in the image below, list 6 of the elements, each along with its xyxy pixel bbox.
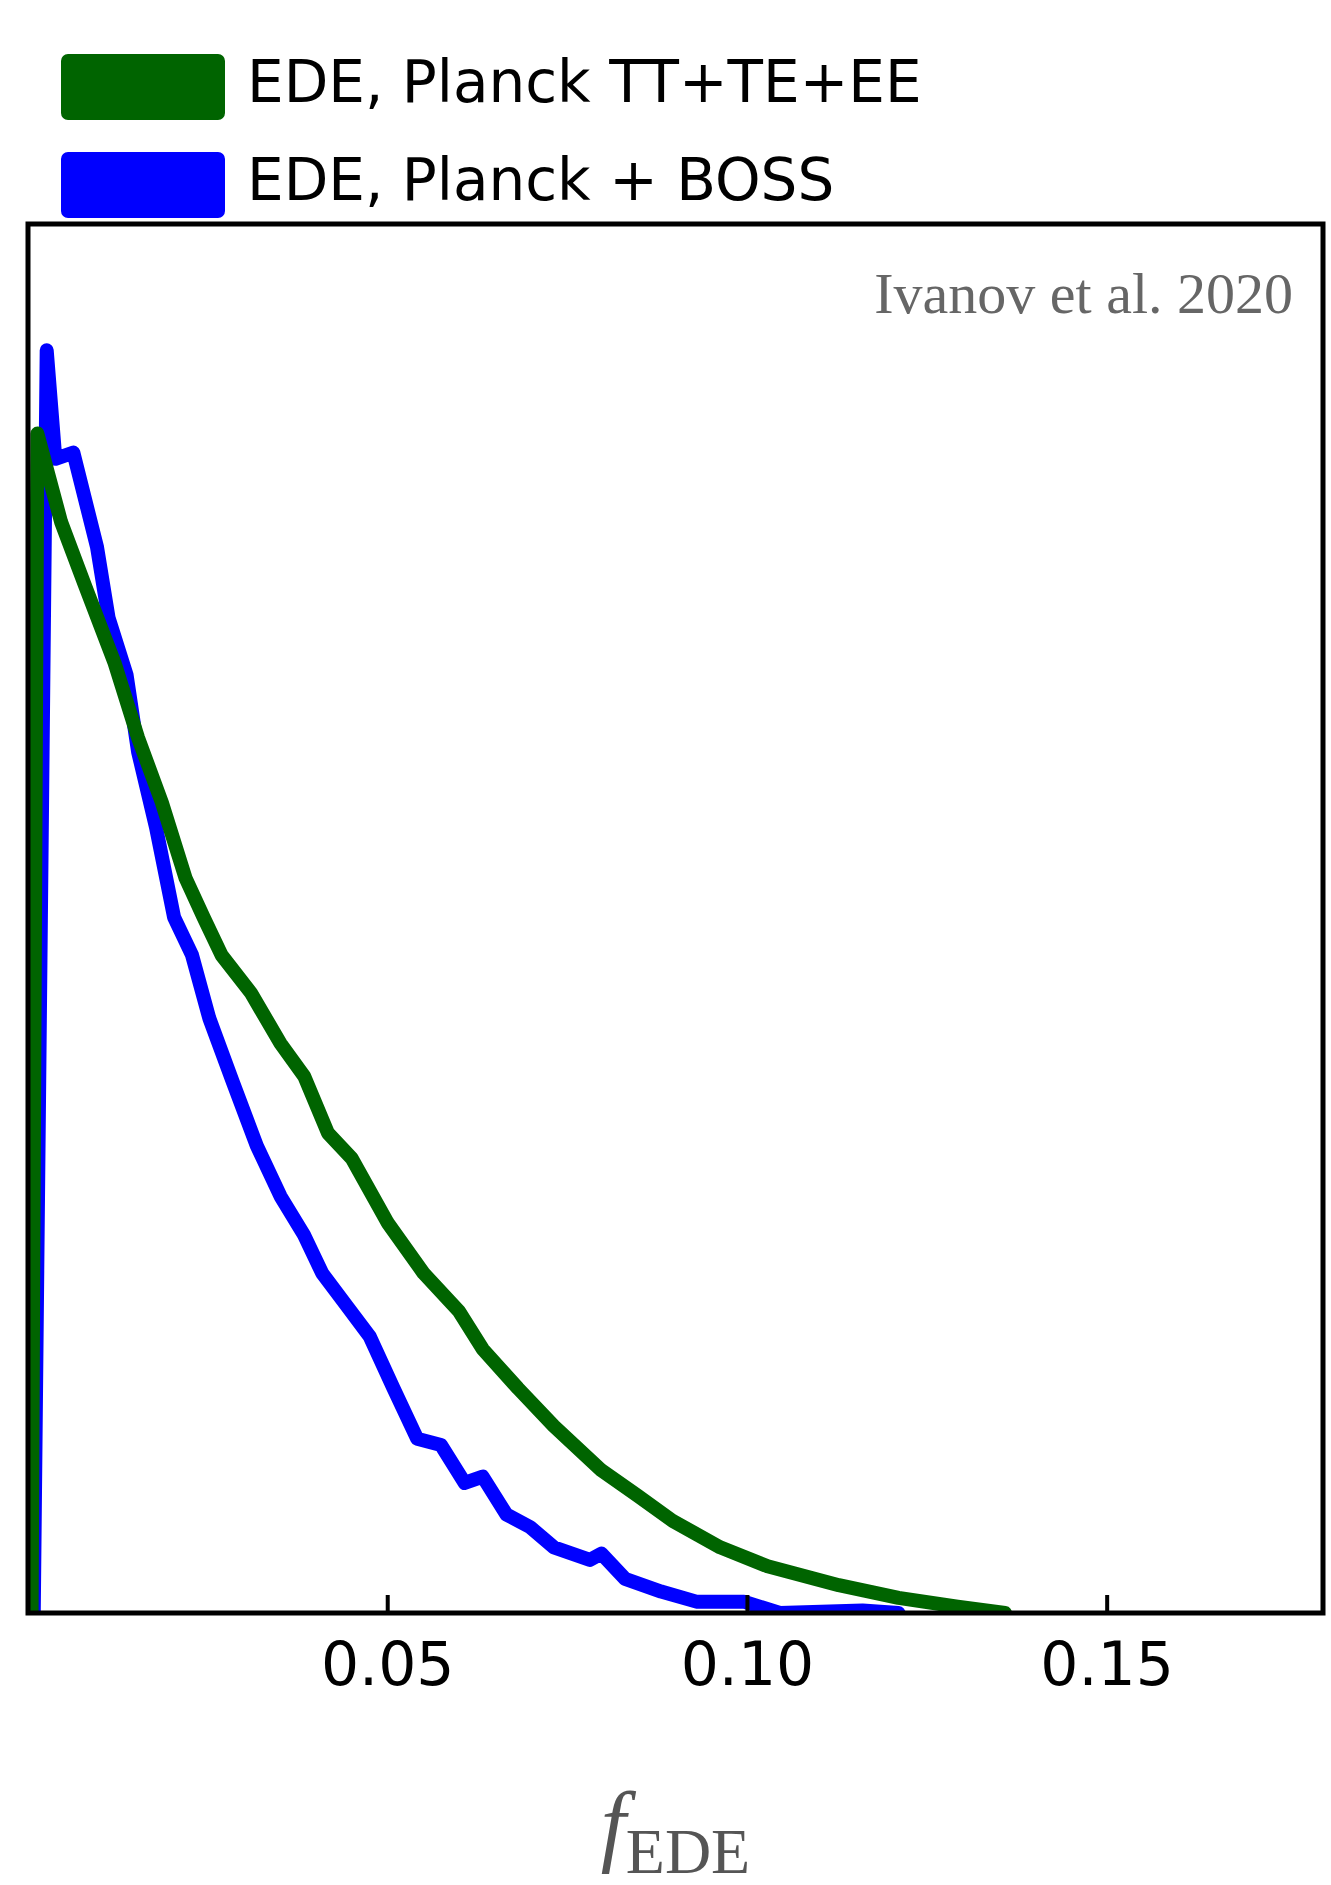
x-tick-label: 0.05 (320, 1628, 455, 1699)
x-tick-label: 0.10 (680, 1628, 815, 1699)
x-tick-label: 0.15 (1040, 1628, 1174, 1699)
text: Ivanov et al. 2020 (874, 261, 1293, 327)
legend-label: EDE, Planck TT+TE+EE (247, 48, 922, 117)
legend-label: EDE, Planck + BOSS (247, 146, 835, 215)
